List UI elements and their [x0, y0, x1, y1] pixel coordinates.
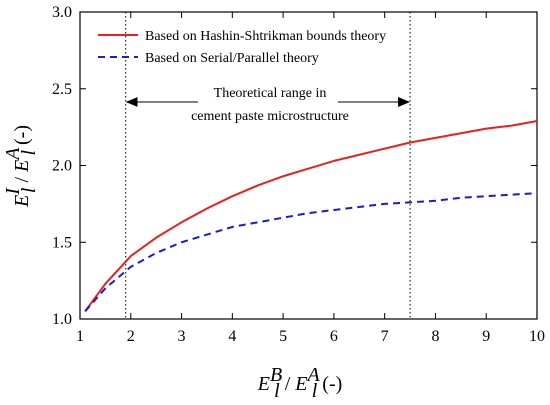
- series-line-hashin-shtrikman: [84, 120, 538, 312]
- x-label-sup-bottom: A: [306, 364, 321, 386]
- y-tick-label: 1.5: [52, 234, 72, 251]
- y-tick-label: 1.0: [52, 311, 72, 328]
- x-label-unit: (-): [317, 373, 342, 395]
- y-label-sup-top: I: [2, 187, 24, 196]
- y-axis-ticks: 1.0 1.5 2.0 2.5 3.0: [52, 4, 537, 328]
- annotation-line-1: Theoretical range in: [214, 86, 327, 101]
- x-label-main: E: [257, 373, 270, 395]
- x-label-sep: /: [280, 373, 296, 395]
- x-tick-label: 8: [431, 328, 439, 345]
- legend-label-serial: Based on Serial/Parallel theory: [145, 51, 319, 66]
- x-label-sup-top: B: [270, 364, 282, 386]
- x-label-sub-top: l: [274, 380, 280, 402]
- y-tick-label: 2.0: [52, 158, 72, 175]
- x-tick-label: 7: [381, 328, 389, 345]
- x-tick-label: 6: [330, 328, 338, 345]
- y-label-sub-bottom: l: [18, 150, 40, 156]
- y-axis-label: EIl / EAl (-): [2, 125, 40, 208]
- x-tick-label: 1: [76, 328, 84, 345]
- y-label-unit: (-): [11, 125, 33, 150]
- x-label-main2: E: [294, 373, 307, 395]
- y-label-sup-bottom: A: [2, 147, 24, 162]
- y-tick-label: 2.5: [52, 81, 72, 98]
- x-tick-label: 3: [178, 328, 186, 345]
- x-axis-ticks: 1 2 3 4 5 6 7 8 9 10: [76, 12, 545, 345]
- y-label-main: E: [11, 195, 33, 208]
- series-line-serial-parallel: [84, 192, 538, 312]
- series-group: [84, 120, 538, 312]
- x-tick-label: 10: [529, 328, 545, 345]
- legend-label-hashin: Based on Hashin-Shtrikman bounds theory: [145, 29, 386, 44]
- x-tick-label: 9: [482, 328, 490, 345]
- x-tick-label: 4: [228, 328, 236, 345]
- x-tick-label: 5: [279, 328, 287, 345]
- x-tick-label: 2: [127, 328, 135, 345]
- y-label-sub-top: l: [18, 187, 40, 193]
- y-label-sep: /: [11, 172, 33, 188]
- legend: Based on Hashin-Shtrikman bounds theory …: [98, 29, 386, 66]
- x-label-sub-bottom: l: [312, 380, 318, 402]
- annotation-line-2: cement paste microstructure: [191, 109, 349, 124]
- y-tick-label: 3.0: [52, 4, 72, 21]
- y-label-main2: E: [11, 160, 33, 173]
- x-axis-label: EB l / EA l (-): [257, 364, 343, 402]
